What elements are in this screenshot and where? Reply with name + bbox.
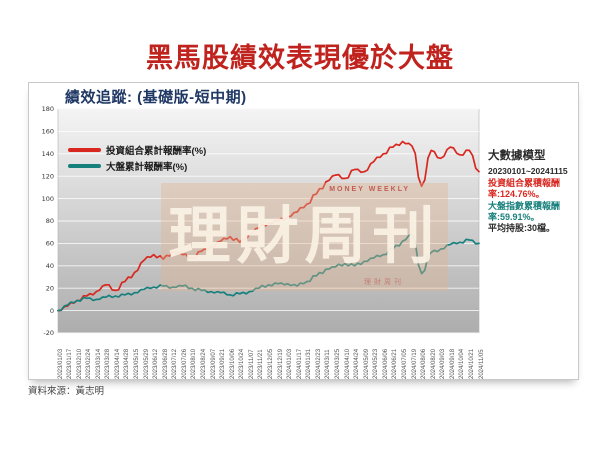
x-axis-label: 2023/04/28 — [124, 348, 131, 379]
x-axis-label: 2023/04/14 — [114, 348, 121, 379]
x-axis-label: 2024/05/09 — [363, 348, 370, 379]
page-title: 黑馬股績效表現優於大盤 — [146, 43, 454, 73]
legend-label-portfolio: 投資組合累計報酬率(%) — [106, 146, 207, 157]
x-axis-label: 2023/01/03 — [57, 348, 64, 379]
x-axis-label: 2023/12/05 — [268, 348, 274, 379]
x-axis-label: 2024/01/17 — [296, 348, 303, 379]
info-heading: 大數據模型 — [488, 150, 546, 162]
svg-text:-20: -20 — [43, 329, 54, 337]
x-axis-label: 2024/01/03 — [287, 348, 294, 379]
svg-text:120: 120 — [42, 172, 54, 180]
x-axis-label: 2024/03/25 — [334, 348, 341, 379]
svg-text:100: 100 — [42, 195, 54, 203]
x-axis-label: 2024/07/19 — [411, 348, 418, 379]
x-axis-label: 2024/10/21 — [468, 348, 475, 379]
x-axis-label: 2023/09/07 — [210, 348, 217, 379]
chart-legend: 投資組合累計報酬率(%) 大盤累計報酬率(%) — [68, 142, 206, 174]
legend-swatch-portfolio-icon — [68, 148, 101, 152]
svg-text:40: 40 — [46, 262, 54, 270]
x-axis-label: 2023/11/07 — [248, 349, 255, 379]
x-axis-label: 2024/01/31 — [306, 348, 313, 379]
x-axis-label: 2023/06/28 — [162, 348, 169, 379]
legend-label-market: 大盤累計報酬率(%) — [106, 162, 188, 173]
x-axis-label: 2023/06/12 — [153, 348, 160, 379]
legend-row-market: 大盤累計報酬率(%) — [68, 158, 206, 174]
performance-line-chart: 180 160 140 120 100 80 60 40 20 0 -20 — [42, 105, 480, 337]
info-panel: 大數據模型 20230101~20241115 投資組合累積報酬率:124.76… — [488, 149, 576, 234]
svg-text:160: 160 — [42, 128, 54, 136]
x-axis-label: 2023/09/21 — [220, 348, 227, 379]
x-axis-labels: 2023/01/03 2023/01/17 2023/02/10 2023/02/24… — [29, 333, 581, 380]
x-axis-label: 2023/02/10 — [76, 348, 83, 379]
x-axis-label: 2024/04/24 — [354, 348, 361, 379]
x-axis-label: 2024/05/23 — [373, 348, 380, 379]
x-axis-label: 2023/07/26 — [181, 348, 188, 379]
x-axis-label: 2024/09/03 — [440, 348, 447, 379]
info-portfolio-return: 投資組合累積報酬率:124.76%。 — [488, 178, 561, 200]
x-axis-label: 2023/02/24 — [86, 348, 93, 379]
chart-card: 績效追蹤: (基礎版-短中期) 180 160 140 120 100 80 60 40 20 0… — [28, 82, 579, 380]
x-axis-label: 2023/10/24 — [239, 348, 246, 379]
x-axis-label: 2023/11/21 — [258, 349, 265, 379]
svg-text:0: 0 — [50, 307, 54, 315]
svg-text:60: 60 — [46, 240, 54, 248]
x-axis-label: 2024/09/18 — [449, 348, 456, 379]
x-axis-label: 2023/08/10 — [191, 348, 198, 379]
svg-text:20: 20 — [46, 284, 54, 292]
x-axis-label: 2023/10/06 — [229, 348, 236, 379]
x-axis-label: 2024/06/21 — [392, 348, 399, 379]
svg-text:180: 180 — [42, 105, 54, 113]
svg-text:80: 80 — [46, 217, 54, 225]
x-axis-label: 2023/08/24 — [201, 348, 208, 379]
legend-swatch-market-icon — [68, 164, 101, 168]
x-axis-label: 2024/07/05 — [401, 348, 408, 379]
x-axis-label: 2024/03/11 — [325, 349, 332, 379]
chart-title: 績效追蹤: (基礎版-短中期) — [65, 89, 247, 106]
x-axis-label: 2023/05/15 — [134, 348, 141, 379]
x-axis-label: 2023/12/19 — [277, 348, 284, 379]
x-axis-label: 2024/11/05 — [478, 349, 485, 379]
x-axis-label: 2024/04/10 — [344, 348, 351, 379]
x-axis-label: 2023/05/29 — [143, 348, 150, 379]
x-axis-label: 2024/06/06 — [382, 348, 389, 379]
info-average-holdings: 平均持股:30檔。 — [488, 223, 556, 233]
source-note: 資料來源：黃志明 — [28, 386, 105, 397]
x-axis-label: 2024/08/20 — [430, 348, 437, 379]
info-market-return: 大盤指數累積報酬率:59.91%。 — [488, 200, 561, 222]
x-axis-label: 2023/01/17 — [67, 348, 74, 379]
x-axis-label: 2023/03/14 — [95, 348, 102, 379]
x-axis-label: 2023/07/12 — [172, 348, 179, 379]
x-axis-label: 2023/03/28 — [105, 348, 112, 379]
info-period: 20230101~20241115 — [488, 166, 568, 177]
legend-row-portfolio: 投資組合累計報酬率(%) — [68, 142, 206, 158]
svg-text:140: 140 — [42, 150, 54, 158]
x-axis-label: 2024/02/23 — [315, 348, 322, 379]
x-axis-label: 2024/10/04 — [459, 348, 466, 379]
x-axis-label: 2024/08/06 — [421, 348, 428, 379]
